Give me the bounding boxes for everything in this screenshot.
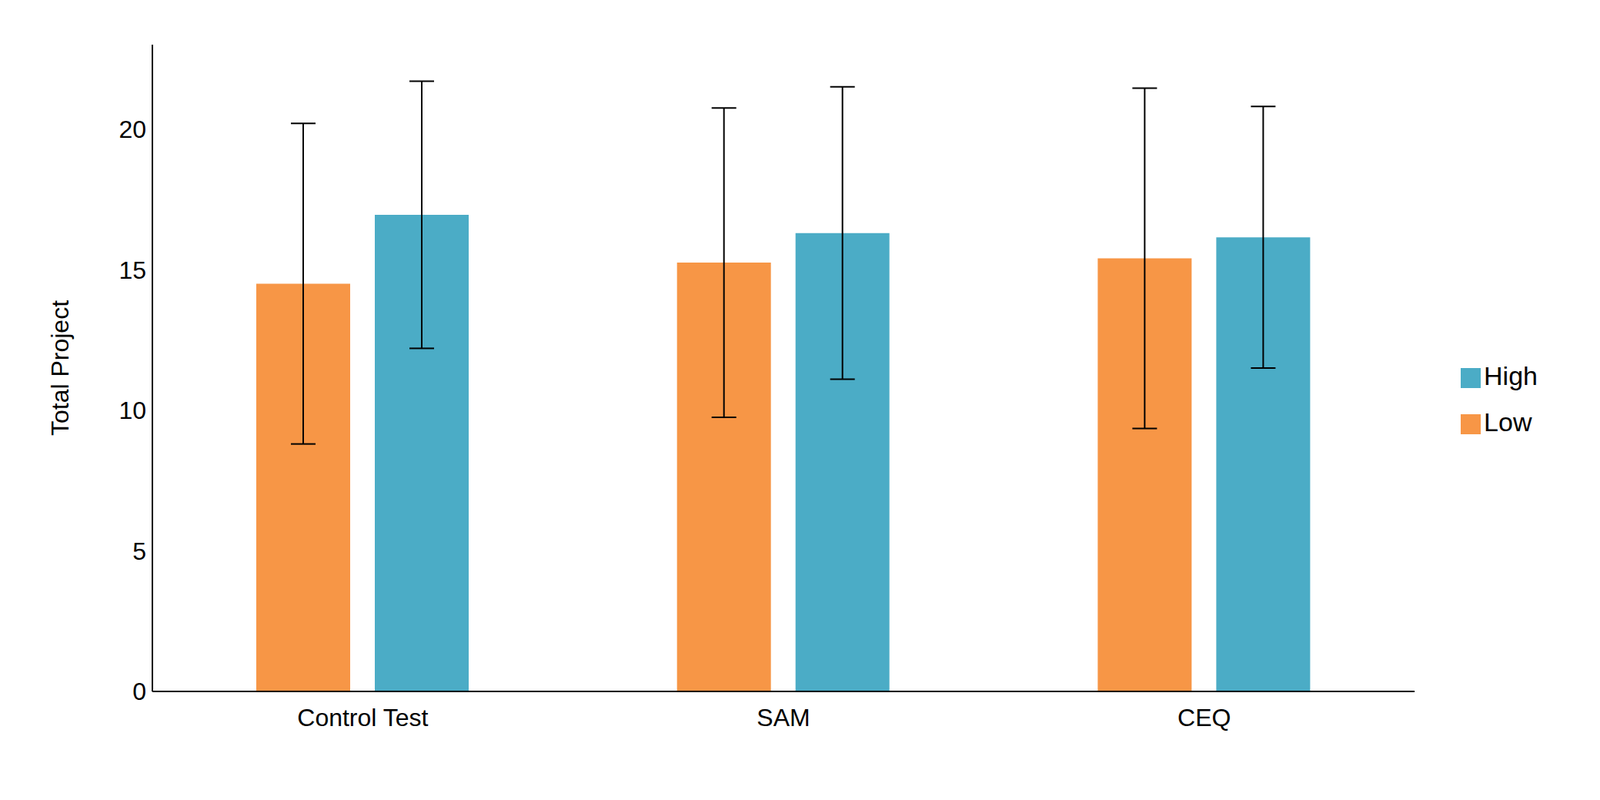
svg-text:0: 0 <box>132 677 147 705</box>
svg-text:15: 15 <box>118 256 147 284</box>
svg-text:Total Project: Total Project <box>46 300 74 436</box>
svg-text:SAM: SAM <box>756 703 810 732</box>
svg-text:CEQ: CEQ <box>1177 703 1231 732</box>
svg-text:20: 20 <box>118 115 147 144</box>
svg-text:5: 5 <box>132 537 147 565</box>
html-text:High: High <box>1483 360 1538 391</box>
svg-text:Control Test: Control Test <box>297 703 428 732</box>
html-text:Low: Low <box>1483 407 1532 437</box>
svg-text:10: 10 <box>118 396 147 425</box>
